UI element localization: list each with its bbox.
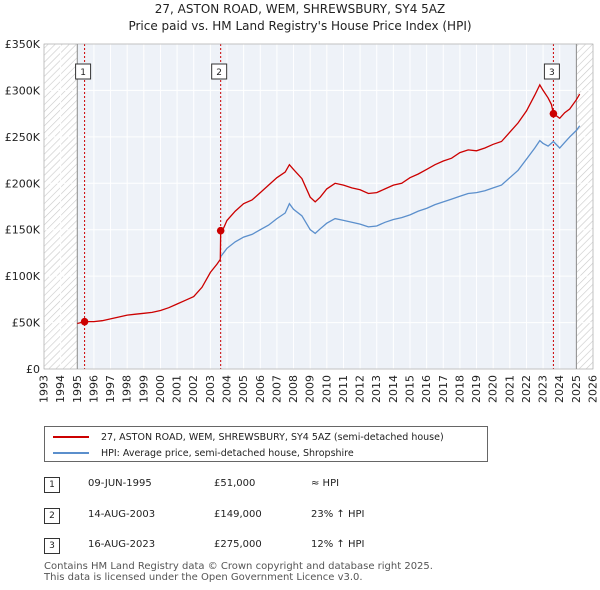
hatched-region [576, 44, 593, 369]
x-tick-label: 2003 [204, 375, 217, 403]
y-tick-label: £0 [26, 363, 40, 376]
x-tick-label: 1997 [104, 375, 117, 403]
x-tick-label: 2007 [270, 375, 283, 403]
x-tick-label: 1998 [121, 375, 134, 403]
series-line-property [77, 83, 581, 325]
sale-label: 2 [216, 68, 222, 78]
x-tick-label: 1995 [71, 375, 84, 403]
sale-row: 3 16-AUG-2023 £275,000 12% ↑ HPI [44, 536, 464, 558]
sale-label-box [75, 63, 92, 80]
footer-copyright: Contains HM Land Registry data © Crown c… [44, 561, 433, 572]
x-tick-label: 2005 [237, 375, 250, 403]
series-line-hpi [220, 125, 581, 257]
legend-item-hpi: HPI: Average price, semi-detached house,… [53, 445, 354, 461]
x-tick-label: 2001 [171, 375, 184, 403]
sale-date: 09-JUN-1995 [88, 478, 152, 489]
sale-point [549, 109, 558, 118]
x-tick-label: 2026 [587, 375, 600, 403]
plot-background [44, 44, 593, 369]
x-tick-label: 2020 [487, 375, 500, 403]
y-tick-label: £300K [5, 84, 41, 97]
x-tick-label: 2021 [503, 375, 516, 403]
y-tick-label: £100K [5, 270, 41, 283]
sale-price: £149,000 [214, 509, 262, 520]
sale-date: 14-AUG-2003 [88, 509, 156, 520]
y-tick-label: £250K [5, 131, 41, 144]
legend-label-property: 27, ASTON ROAD, WEM, SHREWSBURY, SY4 5AZ… [101, 431, 444, 443]
x-tick-label: 2009 [304, 375, 317, 403]
x-tick-label: 1994 [54, 375, 67, 403]
sale-row: 2 14-AUG-2003 £149,000 23% ↑ HPI [44, 506, 464, 528]
sale-price: £51,000 [214, 478, 256, 489]
x-tick-label: 1993 [38, 375, 51, 403]
x-tick-label: 2018 [453, 375, 466, 403]
x-tick-label: 2017 [437, 375, 450, 403]
y-tick-label: £150K [5, 224, 41, 237]
sale-badge: 1 [44, 477, 60, 493]
legend-item-property: 27, ASTON ROAD, WEM, SHREWSBURY, SY4 5AZ… [53, 429, 444, 445]
x-tick-label: 2011 [337, 375, 350, 403]
y-tick-label: £200K [5, 177, 41, 190]
x-tick-label: 2016 [420, 375, 433, 403]
sale-label-box [211, 63, 228, 80]
x-tick-label: 2012 [354, 375, 367, 403]
x-tick-label: 2004 [221, 375, 234, 403]
sale-row: 1 09-JUN-1995 £51,000 ≈ HPI [44, 475, 464, 497]
sale-badge: 2 [44, 508, 60, 524]
legend: 27, ASTON ROAD, WEM, SHREWSBURY, SY4 5AZ… [44, 426, 488, 462]
x-tick-label: 2013 [370, 375, 383, 403]
sale-date: 16-AUG-2023 [88, 539, 156, 550]
x-tick-label: 2002 [187, 375, 200, 403]
footer-license: This data is licensed under the Open Gov… [44, 572, 363, 583]
x-tick-label: 2000 [154, 375, 167, 403]
sale-hpi-compare: 23% ↑ HPI [311, 509, 365, 520]
sale-hpi-compare: 12% ↑ HPI [311, 539, 365, 550]
sale-badge: 3 [44, 538, 60, 554]
chart-title: 27, ASTON ROAD, WEM, SHREWSBURY, SY4 5AZ [154, 2, 446, 16]
legend-swatch-hpi [53, 452, 89, 454]
sale-price: £275,000 [214, 539, 262, 550]
plot-frame [43, 43, 594, 370]
sale-hpi-compare: ≈ HPI [311, 478, 340, 489]
sale-point [80, 317, 89, 326]
x-tick-label: 2024 [553, 375, 566, 403]
legend-swatch-property [53, 436, 89, 438]
x-tick-label: 2014 [387, 375, 400, 403]
x-tick-label: 2008 [287, 375, 300, 403]
sale-label: 1 [80, 68, 86, 78]
legend-label-hpi: HPI: Average price, semi-detached house,… [101, 447, 354, 459]
y-tick-label: £50K [12, 317, 41, 330]
x-tick-label: 2023 [537, 375, 550, 403]
x-tick-label: 2010 [320, 375, 333, 403]
y-tick-label: £350K [5, 38, 41, 51]
sale-label: 3 [549, 68, 555, 78]
x-tick-label: 2019 [470, 375, 483, 403]
sale-label-box [543, 63, 560, 80]
x-tick-label: 2022 [520, 375, 533, 403]
x-tick-label: 1996 [87, 375, 100, 403]
chart-subtitle: Price paid vs. HM Land Registry's House … [128, 19, 472, 33]
sale-point [216, 226, 225, 235]
x-tick-label: 1999 [137, 375, 150, 403]
x-tick-label: 2006 [254, 375, 267, 403]
x-tick-label: 2015 [404, 375, 417, 403]
x-tick-label: 2025 [570, 375, 583, 403]
price-chart: £0 £50K £100K £150K £200K £250K £300K £350K 1993… [5, 38, 600, 403]
